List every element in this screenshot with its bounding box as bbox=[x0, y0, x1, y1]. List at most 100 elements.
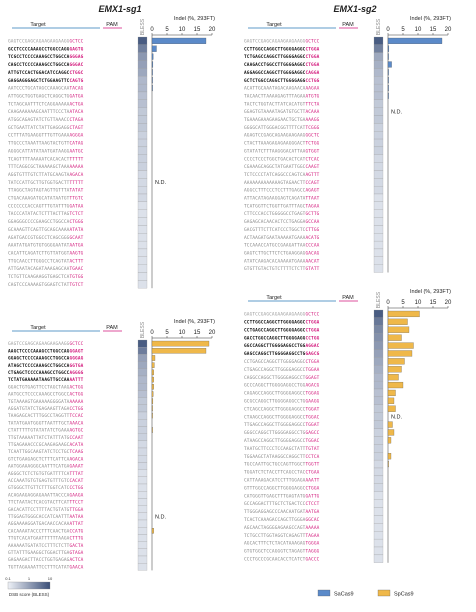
x-tick-label: 15 bbox=[194, 330, 201, 336]
indel-bar bbox=[151, 362, 155, 368]
bless-cell bbox=[137, 186, 148, 195]
offtarget-sequence: TGAAAGAAAGAAGAACTGCTGAAAAGG bbox=[244, 117, 320, 123]
offtarget-sequence: GGGGCATTGGGACGGTTTTCATTCGGG bbox=[244, 125, 320, 131]
offtarget-sequence: AGGAGGCCAGGCTTGGGGAGGCCAGGA bbox=[244, 70, 320, 76]
offtarget-sequence: AGGATGTATCTGAGAAGTTAGACCTGG bbox=[8, 406, 84, 412]
bless-cell bbox=[137, 419, 148, 427]
header-pam: PAM bbox=[106, 22, 118, 28]
offtarget-sequence: ATTGTCCACTGGACATCCAGGCCTGGC bbox=[8, 70, 84, 76]
header-indel: Indel (%, 293FT) bbox=[410, 16, 451, 22]
offtarget-sequence: TCTGTTCAAGAAGGTGAGCTCATGTGG bbox=[8, 274, 84, 280]
bless-cell bbox=[137, 52, 148, 61]
bless-cell bbox=[137, 483, 148, 492]
indel-bar bbox=[151, 405, 153, 412]
bless-cell bbox=[373, 240, 384, 250]
offtarget-sequence: GTCTGAAGAGCTCTTTCATTCAAGACA bbox=[8, 456, 84, 462]
bless-cell bbox=[137, 498, 148, 506]
offtarget-sequence: AGATGACCGTGGCCTCAGCGGGGCAAT bbox=[8, 235, 84, 241]
bless-cell bbox=[373, 475, 384, 484]
bless-cell bbox=[373, 99, 384, 108]
offtarget-sequence: TACCCATATACTCTTTACTTAGTCTCT bbox=[8, 211, 84, 217]
bless-cell bbox=[373, 83, 384, 93]
offtarget-sequence: GTGTTGTACTGTCTTTTCTCTTGTATT bbox=[244, 266, 320, 272]
offtarget-sequence: CCTGAGCCAGGCTTGGGGAGGCCTGGA bbox=[244, 359, 320, 365]
indel-bar bbox=[387, 453, 392, 460]
header-target: Target bbox=[30, 325, 46, 331]
offtarget-sequence: TCACTCAAAGACCAGCTTGGGAGGCAC bbox=[244, 517, 320, 523]
indel-bar bbox=[387, 69, 389, 76]
offtarget-sequence: TTTCAGGCGCTAAAAAGCTAAAAAAAA bbox=[8, 164, 84, 170]
offtarget-sequence: GGACTGTGAGTTCCTAGCTAAGACTGG bbox=[8, 384, 84, 390]
offtarget-sequence: CTTCCCACCTGGGGGCCTGAGTGCTTG bbox=[244, 211, 320, 217]
not-determined-label: N.D. bbox=[155, 180, 166, 186]
header-pam: PAM bbox=[342, 295, 354, 301]
legend-label-spcas9: SpCas9 bbox=[394, 592, 414, 598]
target-sequence: GAGTCCGAGCAGAAGAAGAAGGGCTCC bbox=[8, 341, 84, 347]
indel-bar bbox=[387, 381, 404, 389]
legend-swatch-spcas9 bbox=[377, 589, 391, 597]
indel-bar bbox=[387, 45, 390, 52]
bless-cell bbox=[373, 115, 384, 124]
offtarget-sequence: AGAGTCCGAGCAGAAGAAGAAGGGCTC bbox=[244, 133, 320, 139]
indel-bar bbox=[387, 429, 395, 436]
bless-cell bbox=[373, 60, 384, 69]
bless-cell bbox=[373, 217, 384, 226]
indel-bar bbox=[151, 398, 154, 404]
indel-bar bbox=[151, 348, 207, 354]
bless-cell bbox=[137, 426, 148, 434]
bless-cell bbox=[373, 317, 384, 326]
bless-cell bbox=[137, 217, 148, 226]
indel-bar bbox=[387, 366, 402, 373]
bless-cell bbox=[137, 272, 148, 281]
bless-cell bbox=[373, 325, 384, 334]
x-tick-label: 15 bbox=[430, 27, 437, 33]
indel-bar bbox=[151, 369, 154, 376]
bless-cell bbox=[373, 444, 384, 453]
bless-cell bbox=[373, 91, 384, 100]
offtarget-sequence: TACTCTGGTACTTATCACATGTTTCTA bbox=[244, 101, 320, 107]
bless-cell bbox=[373, 546, 384, 556]
offtarget-sequence: CCTTGGCCAGGCTTGGGGAGGCCTGGA bbox=[244, 319, 320, 325]
bless-cell bbox=[373, 507, 384, 516]
bless-cell bbox=[373, 554, 384, 563]
bless-cell bbox=[373, 154, 384, 163]
bless-cell bbox=[137, 397, 148, 405]
not-determined-label: N.D. bbox=[391, 110, 402, 116]
indel-bar bbox=[387, 326, 410, 333]
indel-bar bbox=[387, 92, 389, 99]
bless-cell bbox=[137, 476, 148, 485]
bless-cell bbox=[137, 469, 148, 477]
offtarget-sequence: ATAAGCCAGGCTTGGGGAGGCCTGGAC bbox=[244, 438, 320, 444]
indel-bar bbox=[387, 350, 413, 357]
offtarget-sequence: TCTGCCTTGGTAGGTCAGAGTTTAGAA bbox=[244, 533, 320, 539]
header-pam: PAM bbox=[106, 325, 118, 331]
bless-cell bbox=[137, 390, 148, 398]
header-target: Target bbox=[30, 22, 46, 28]
bless-cell bbox=[137, 201, 148, 210]
offtarget-sequence: AGGCCTTTCCCTCCTTTGAGCCAGAGT bbox=[244, 188, 320, 194]
header-indel: Indel (%, 293FT) bbox=[174, 319, 215, 325]
not-determined-label: N.D. bbox=[391, 415, 402, 421]
header-target: Target bbox=[266, 295, 282, 301]
offtarget-sequence: AGCAACTAGGGGAGAAGCCAGTAAAAA bbox=[244, 525, 320, 531]
bless-scale-tick: 1 bbox=[28, 576, 31, 581]
bless-cell bbox=[137, 375, 148, 384]
bless-cell bbox=[137, 491, 148, 499]
header-indel: Indel (%, 293FT) bbox=[410, 289, 451, 295]
bless-cell bbox=[373, 52, 384, 61]
bless-cell bbox=[373, 523, 384, 532]
indel-bar bbox=[387, 437, 392, 444]
bless-cell bbox=[137, 462, 148, 470]
offtarget-sequence: TTGCAACCTTGGGCCTCAGTATACTTT bbox=[8, 258, 84, 264]
indel-bar bbox=[151, 340, 210, 347]
indel-bar bbox=[387, 389, 396, 397]
bless-cell bbox=[137, 519, 148, 528]
bless-cell bbox=[137, 548, 148, 557]
offtarget-sequence: GAGTCTTGCTTCTCTGAAGGAGGACAG bbox=[244, 250, 320, 256]
x-tick-label: 20 bbox=[209, 330, 216, 336]
header-target: Target bbox=[266, 22, 282, 28]
offtarget-sequence: GGAGTGTAAAATAGATGTGCTTACAAA bbox=[244, 109, 320, 115]
offtarget-sequence: GCGCCAGGCTTGGGGAGGCCTGGAAGG bbox=[244, 398, 320, 404]
bless-cell bbox=[137, 60, 148, 69]
indel-bar bbox=[387, 358, 405, 365]
